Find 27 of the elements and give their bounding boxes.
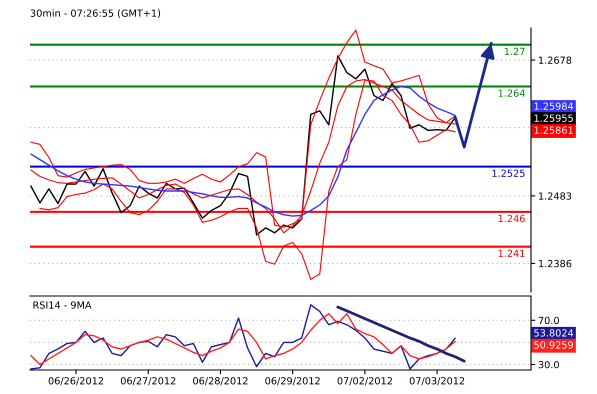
x-tick-label: 07/02/2012 — [338, 377, 392, 386]
ref-line-label: 1.264 — [498, 89, 525, 97]
text: 1.25955 — [534, 114, 573, 122]
text: 53.8024 — [534, 329, 574, 337]
x-tick-label: 07/03/2012 — [410, 377, 464, 386]
y-tick-label: 1.2678 — [539, 56, 572, 64]
line-series — [336, 306, 466, 363]
x-tick-label: 06/29/2012 — [265, 377, 320, 386]
ref-line-label: 1.27 — [504, 48, 525, 55]
x-tick-label: 06/26/2012 — [48, 377, 104, 386]
text: 50.9259 — [534, 341, 574, 349]
line-series — [30, 312, 456, 366]
chart-title: RSI14 - 9MA — [33, 301, 92, 309]
chart-title: 30min - 07:26:55 (GMT+1) — [30, 9, 160, 18]
x-tick-label: 06/27/2012 — [120, 377, 176, 386]
y-tick-label: 70.0 — [538, 316, 559, 324]
y-tick-label: 30.0 — [538, 360, 559, 368]
y-tick-label: 1.2386 — [539, 260, 572, 268]
text: 1.25861 — [534, 126, 573, 134]
line-series — [454, 42, 493, 149]
x-tick-label: 06/28/2012 — [193, 377, 248, 386]
text: 1.25984 — [534, 102, 574, 110]
ref-line-label: 1.2525 — [492, 170, 525, 177]
ref-line-label: 1.241 — [498, 250, 525, 257]
y-tick-label: 1.2483 — [539, 192, 572, 200]
line-series — [30, 86, 456, 217]
ref-line-label: 1.246 — [498, 214, 525, 222]
